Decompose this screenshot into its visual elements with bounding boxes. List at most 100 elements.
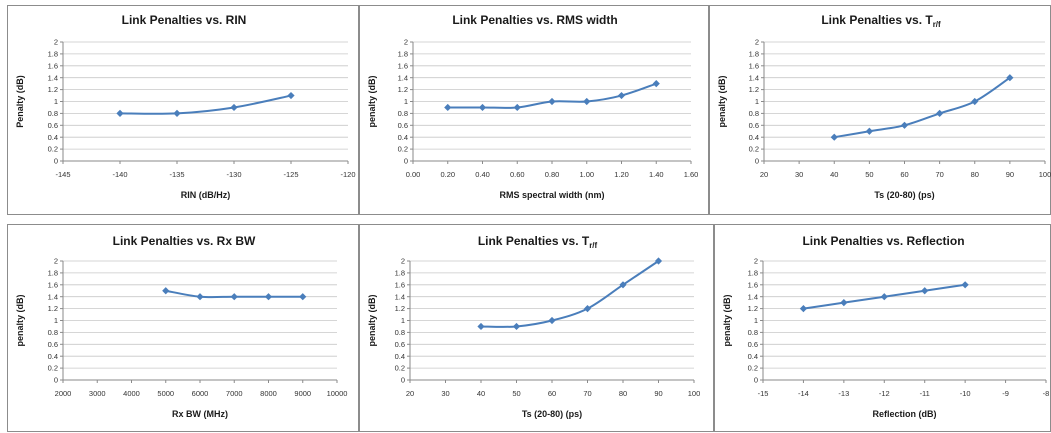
- data-point: [230, 293, 238, 301]
- x-tick-label: 9000: [294, 389, 311, 398]
- x-tick-label: 40: [477, 389, 485, 398]
- y-tick-label: 0.6: [48, 340, 58, 349]
- y-tick-label: 0.4: [748, 352, 758, 361]
- y-tick-label: 1.4: [48, 292, 58, 301]
- x-tick-label: -130: [226, 170, 241, 179]
- x-tick-label: 2000: [55, 389, 72, 398]
- x-tick-label: 0.80: [545, 170, 560, 179]
- y-tick-label: 1.2: [748, 304, 758, 313]
- x-tick-label: -120: [340, 170, 355, 179]
- y-tick-label: 2: [754, 257, 758, 266]
- data-point: [230, 103, 238, 112]
- x-tick-label: -140: [112, 170, 127, 179]
- y-tick-label: 0.8: [398, 109, 408, 118]
- y-tick-label: 2: [401, 257, 405, 266]
- data-point: [654, 257, 663, 265]
- x-tick-label: 1.00: [579, 170, 594, 179]
- y-tick-label: 0.4: [395, 352, 405, 361]
- data-point: [1006, 74, 1014, 82]
- y-tick-label: 0.8: [748, 328, 758, 337]
- y-tick-label: 1.6: [48, 61, 58, 70]
- data-point: [900, 121, 909, 129]
- y-tick-label: 0.6: [749, 121, 759, 130]
- data-point: [880, 293, 888, 301]
- x-axis-label: Ts (20-80) (ps): [874, 190, 934, 200]
- x-tick-label: 20: [406, 389, 414, 398]
- data-point: [478, 103, 487, 112]
- x-tick-label: -15: [758, 389, 769, 398]
- x-tick-label: 0.40: [475, 170, 490, 179]
- y-axis-label: penalty (dB): [717, 75, 727, 127]
- chart-panel-reflection: Link Penalties vs. Reflection 0 0.2 0.4 0.6 0…: [714, 224, 1051, 432]
- x-tick-label: 0.00: [406, 170, 421, 179]
- x-tick-label: 10000: [327, 389, 348, 398]
- y-tick-label: 1.4: [48, 73, 58, 82]
- x-tick-label: 1.40: [649, 170, 664, 179]
- x-tick-label: -11: [920, 389, 930, 398]
- series-line: [834, 76, 1011, 139]
- y-tick-label: 0.8: [395, 328, 405, 337]
- x-tick-label: 8000: [260, 389, 277, 398]
- x-tick-label: 5000: [157, 389, 174, 398]
- chart-panel-rms-width: Link Penalties vs. RMS width 0 0.2 0.4 0.6 0.…: [359, 5, 709, 215]
- y-axis-label: penalty (dB): [367, 75, 377, 127]
- data-point: [971, 97, 979, 106]
- y-tick-label: 1: [54, 316, 58, 325]
- data-point: [961, 281, 969, 289]
- y-tick-label: 1.2: [398, 85, 408, 94]
- y-tick-label: 1: [755, 97, 759, 106]
- chart-panel-rx-bw: Link Penalties vs. Rx BW 0 0.2 0.4 0.6 0.8 1 1.…: [7, 224, 359, 432]
- y-tick-label: 0.4: [749, 133, 759, 142]
- data-point: [444, 103, 452, 112]
- y-tick-label: 0: [404, 157, 408, 166]
- data-point: [477, 322, 485, 331]
- y-tick-label: 1.8: [395, 269, 405, 278]
- data-point: [548, 97, 556, 106]
- chart-panel-rin: Link Penalties vs. RIN 0 0.2 0.4 0.6 0.8 1 1.2 1…: [7, 5, 359, 215]
- y-tick-label: 1.4: [749, 73, 759, 82]
- y-tick-label: 0.8: [48, 109, 58, 118]
- data-point: [840, 299, 848, 307]
- x-axis-label: RMS spectral width (nm): [499, 190, 604, 200]
- y-tick-label: 1.2: [395, 304, 405, 313]
- y-tick-label: 0.6: [398, 121, 408, 130]
- x-tick-label: 0.60: [510, 170, 525, 179]
- y-tick-label: 1.6: [749, 61, 759, 70]
- x-axis-label: Ts (20-80) (ps): [522, 409, 582, 419]
- data-point: [936, 109, 944, 117]
- data-point: [287, 91, 295, 100]
- y-tick-label: 1.2: [48, 304, 58, 313]
- x-tick-label: 90: [1006, 170, 1014, 179]
- y-tick-label: 1.2: [48, 85, 58, 94]
- y-tick-label: 0.8: [749, 109, 759, 118]
- y-tick-label: 2: [404, 38, 408, 47]
- x-axis-label: Reflection (dB): [873, 409, 937, 419]
- x-tick-label: -10: [960, 389, 971, 398]
- x-tick-label: 20: [760, 170, 768, 179]
- y-tick-label: 0.2: [749, 145, 759, 154]
- chart-title: Link Penalties vs. Rx BW: [113, 234, 256, 248]
- data-point: [512, 322, 521, 331]
- y-tick-label: 1.6: [48, 280, 58, 289]
- data-point: [619, 281, 627, 289]
- x-tick-label: 100: [688, 389, 701, 398]
- y-tick-label: 0.4: [48, 352, 58, 361]
- series-line: [480, 260, 660, 328]
- y-axis-label: penalty (dB): [722, 294, 732, 346]
- x-tick-label: -13: [838, 389, 849, 398]
- y-tick-label: 2: [755, 38, 759, 47]
- y-axis-label: penalty (dB): [15, 294, 25, 346]
- chart-title: Link Penalties vs. Tr/f: [478, 234, 598, 250]
- data-point: [830, 133, 838, 141]
- x-tick-label: 50: [512, 389, 520, 398]
- x-axis-label: Rx BW (MHz): [172, 409, 228, 419]
- data-point: [799, 305, 808, 313]
- y-axis-label: penalty (dB): [367, 294, 377, 346]
- y-tick-label: 0: [54, 157, 58, 166]
- y-tick-label: 0: [754, 376, 758, 385]
- chart-panel-rise-fall-2: Link Penalties vs. Tr/f 0 0.2 0.4 0.6 0.8 1 1.2…: [359, 224, 714, 432]
- x-tick-label: 4000: [123, 389, 140, 398]
- y-tick-label: 0.2: [748, 364, 758, 373]
- y-tick-label: 2: [54, 257, 58, 266]
- x-tick-label: 50: [865, 170, 873, 179]
